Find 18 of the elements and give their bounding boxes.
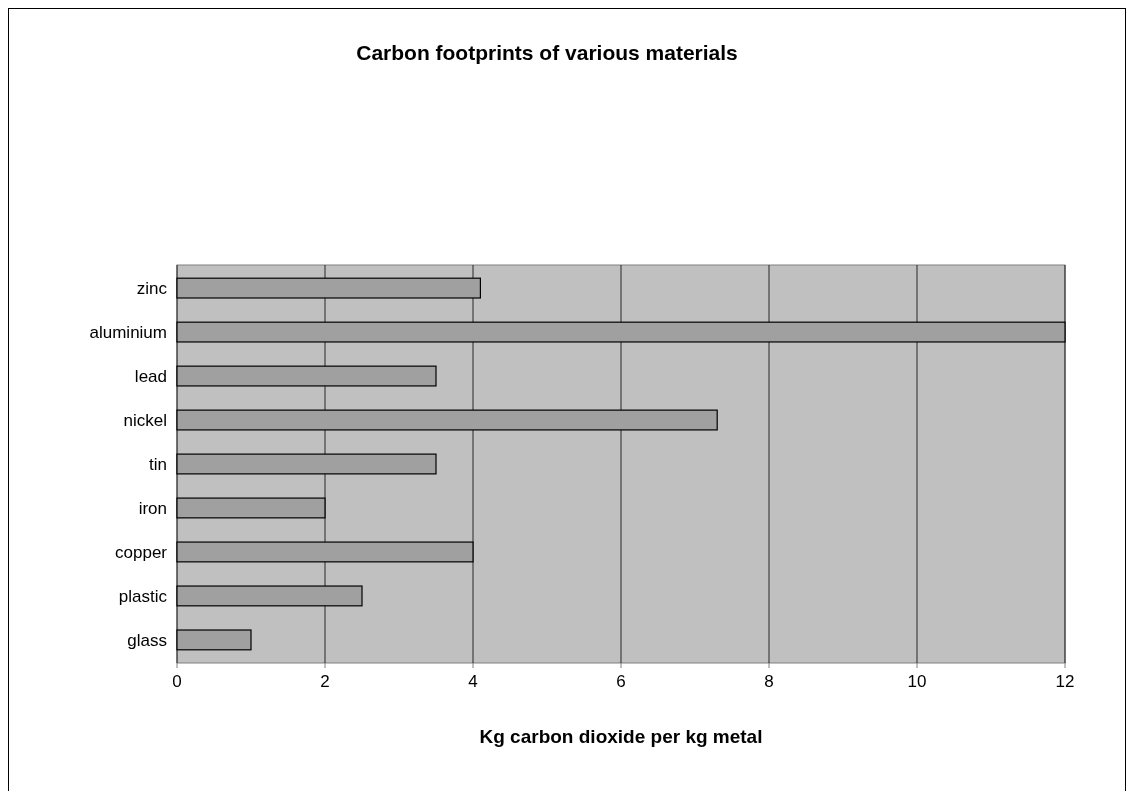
x-tick-label: 6 (616, 672, 626, 691)
y-tick-label: aluminium (89, 323, 167, 343)
y-tick-label: plastic (118, 586, 168, 606)
x-tick-label: 8 (764, 672, 774, 691)
y-tick-label: copper (115, 542, 168, 562)
y-tick-label: nickel (123, 411, 167, 431)
x-tick-label: 4 (468, 672, 478, 691)
x-tick-label: 12 (1055, 672, 1075, 691)
y-tick-label: tin (149, 455, 167, 474)
x-tick-label: 2 (320, 672, 330, 691)
y-tick-label: lead (134, 367, 167, 387)
x-tick-label: 10 (907, 672, 927, 691)
chart-title: Carbon footprints of various materials (356, 41, 738, 64)
y-tick-label: zinc (136, 279, 168, 299)
y-tick-label: iron (138, 498, 167, 518)
x-axis-title: Kg carbon dioxide per kg metal (479, 726, 763, 747)
y-tick-label: glass (127, 630, 167, 650)
x-tick-label: 0 (172, 672, 182, 691)
